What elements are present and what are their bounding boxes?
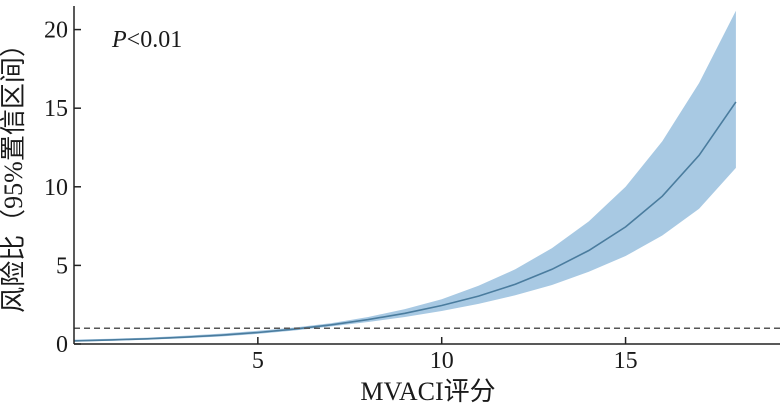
confidence-band-layer bbox=[74, 10, 736, 342]
x-tick-label: 5 bbox=[252, 348, 264, 374]
x-axis-title: MVACI评分 bbox=[360, 377, 495, 406]
hazard-ratio-line-layer bbox=[73, 101, 737, 342]
hazard-ratio-line bbox=[73, 101, 737, 342]
axes-layer bbox=[73, 6, 780, 345]
p-value-annotation: P<0.01 bbox=[111, 27, 182, 53]
y-tick-label: 15 bbox=[44, 96, 68, 122]
x-tick-label: 15 bbox=[614, 348, 638, 374]
tick-layer: 0 5 10 15 20 5 10 15 bbox=[44, 18, 638, 374]
p-value-text: <0.01 bbox=[127, 27, 183, 53]
y-tick-label: 20 bbox=[44, 18, 68, 44]
y-tick-label: 5 bbox=[56, 253, 68, 279]
y-tick-label: 0 bbox=[56, 332, 68, 358]
y-axis-title: 风险比（95%置信区间） bbox=[0, 31, 28, 313]
p-value-italic: P bbox=[111, 27, 127, 53]
x-tick-label: 10 bbox=[430, 348, 454, 374]
y-tick-label: 10 bbox=[44, 175, 68, 201]
confidence-band bbox=[74, 10, 736, 342]
